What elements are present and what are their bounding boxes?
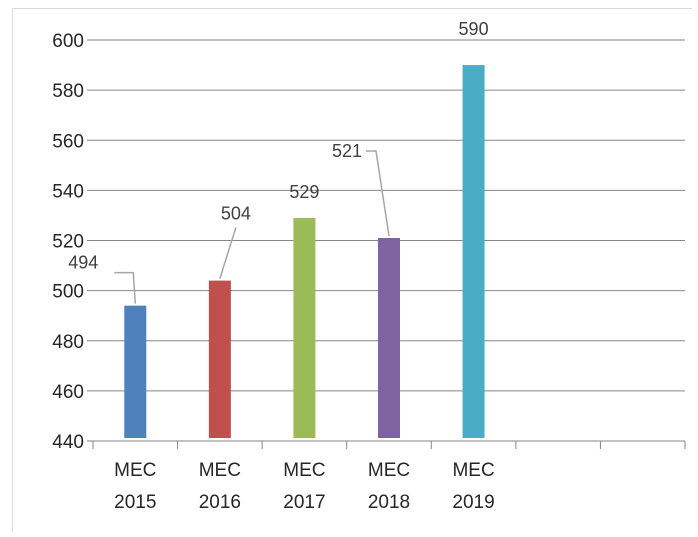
y-tick-label: 580 <box>52 81 84 102</box>
x-category-label-line2: 2019 <box>452 492 494 513</box>
data-label: 521 <box>332 141 362 161</box>
bar <box>462 65 485 438</box>
x-category-label-line2: 2017 <box>283 492 325 513</box>
bar <box>378 237 400 438</box>
data-label-leader-line <box>219 227 237 279</box>
x-category-label-line1: MEC <box>199 460 241 481</box>
data-label-leader-line <box>114 271 137 304</box>
chart-frame <box>12 8 692 532</box>
x-category-label-line1: MEC <box>452 460 494 481</box>
y-tick-label: 600 <box>52 31 84 52</box>
y-tick-label: 480 <box>52 332 84 353</box>
data-label: 504 <box>221 204 251 224</box>
x-category-label-line2: 2016 <box>199 492 241 513</box>
y-tick-label: 540 <box>52 181 84 202</box>
x-category-label-line2: 2018 <box>368 492 410 513</box>
data-label: 494 <box>68 253 98 273</box>
y-tick-label: 520 <box>52 232 84 253</box>
bar <box>293 217 316 438</box>
y-tick-label: 440 <box>52 432 84 453</box>
data-label-leader-line <box>366 150 390 237</box>
x-category-label-line1: MEC <box>283 460 325 481</box>
bar <box>124 305 147 438</box>
y-tick-label: 560 <box>52 131 84 152</box>
y-tick-label: 500 <box>52 282 84 303</box>
data-label: 529 <box>289 182 319 202</box>
x-category-label-line2: 2015 <box>114 492 156 513</box>
x-category-label-line1: MEC <box>368 460 410 481</box>
data-label: 590 <box>459 19 489 39</box>
y-tick-label: 460 <box>52 382 84 403</box>
x-category-label-line1: MEC <box>114 460 156 481</box>
bar <box>208 280 231 438</box>
